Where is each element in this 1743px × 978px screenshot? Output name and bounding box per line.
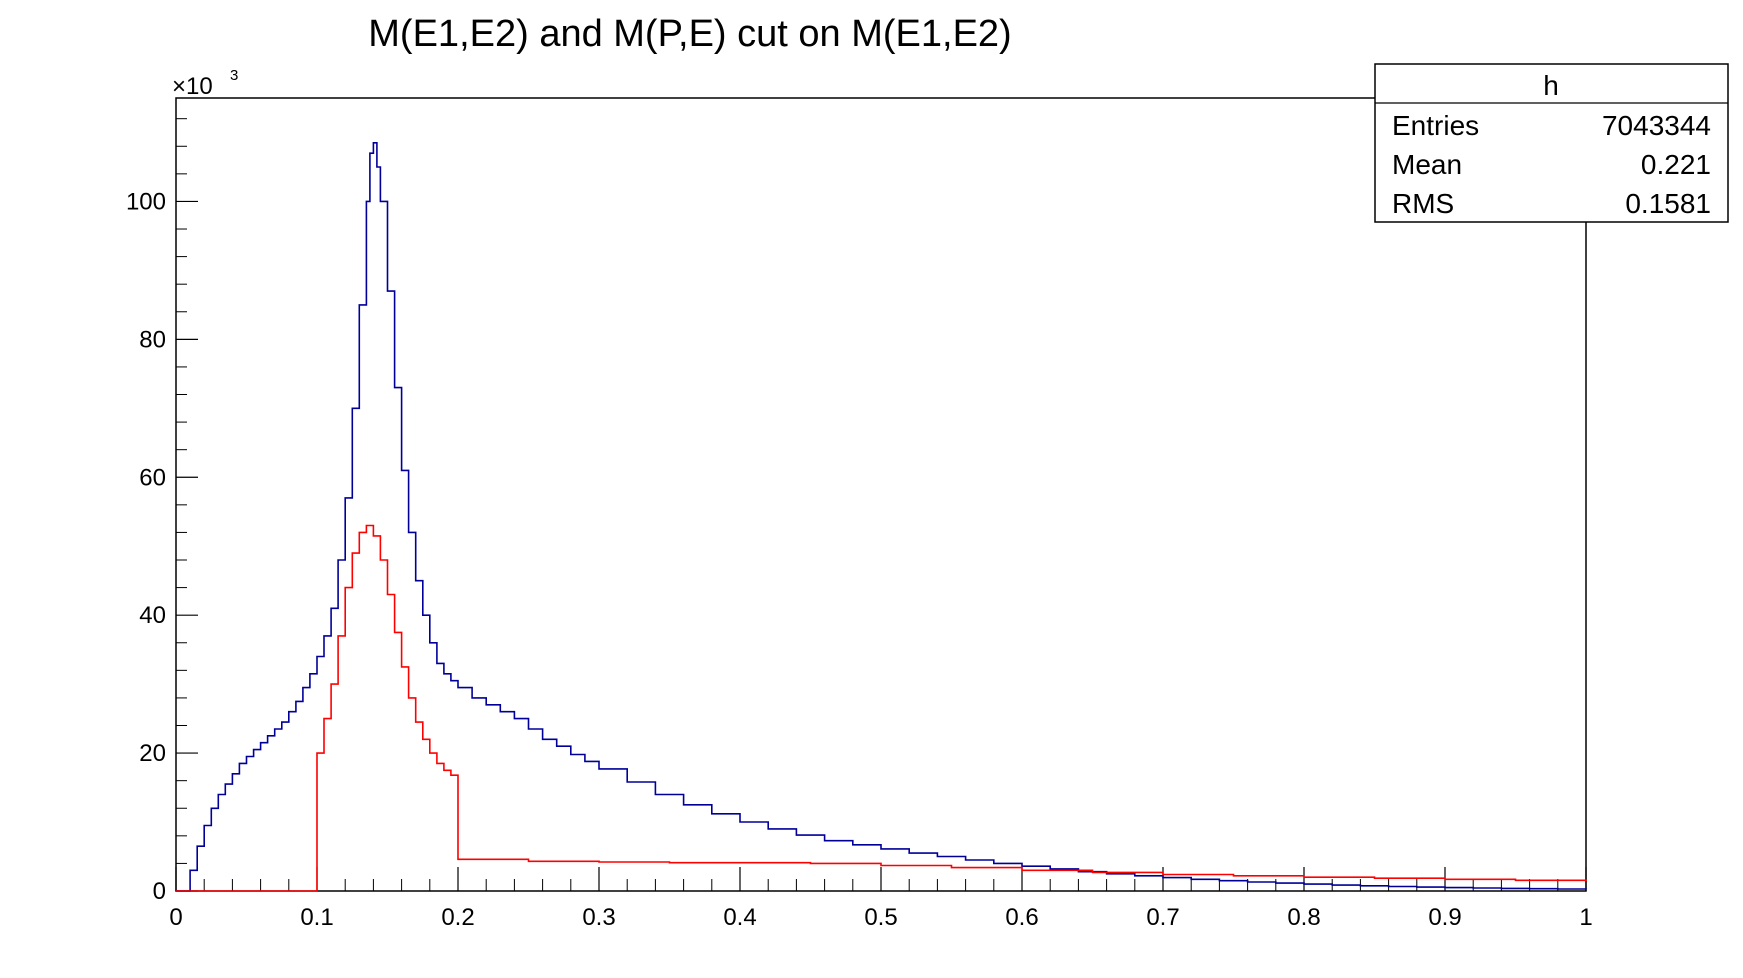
series-line-red: [176, 524, 1587, 892]
stats-entries-value: 7043344: [1602, 110, 1711, 141]
stats-box-frame: [1374, 63, 1729, 223]
x-tick-label: 1: [1579, 904, 1592, 931]
stats-mean-label: Mean: [1392, 149, 1462, 180]
series-line-blue: [176, 142, 1587, 892]
x-tick-label: 0.6: [1005, 904, 1038, 931]
x-tick-label: 0.5: [864, 904, 897, 931]
x-tick-label: 0.3: [582, 904, 615, 931]
y-tick-label: 100: [126, 188, 166, 215]
y-multiplier: ×10 3: [172, 67, 238, 100]
stats-rms-value: 0.1581: [1625, 188, 1711, 219]
x-tick-label: 0.8: [1287, 904, 1320, 931]
x-tick-label: 0.2: [441, 904, 474, 931]
x-tick-label: 0.1: [300, 904, 333, 931]
y-tick-label: 0: [153, 878, 166, 905]
x-tick-label: 0.9: [1428, 904, 1461, 931]
y-tick-label: 20: [139, 740, 166, 767]
y-multiplier-exponent: 3: [230, 67, 238, 84]
y-tick-label: 80: [139, 326, 166, 353]
x-tick-label: 0.7: [1146, 904, 1179, 931]
stats-rms-label: RMS: [1392, 188, 1454, 219]
stats-box-name: h: [1543, 70, 1559, 101]
x-tick-label: 0: [169, 904, 182, 931]
stats-box: h Entries 7043344 Mean 0.221 RMS 0.1581: [1374, 63, 1729, 223]
stats-entries-label: Entries: [1392, 110, 1479, 141]
y-tick-label: 40: [139, 602, 166, 629]
series-layer: [176, 142, 1587, 892]
stats-mean-value: 0.221: [1641, 149, 1711, 180]
y-axis: 0 20 40 60 80 100: [126, 118, 198, 905]
chart-title: M(E1,E2) and M(P,E) cut on M(E1,E2): [368, 13, 1011, 55]
y-tick-label: 60: [139, 464, 166, 491]
x-tick-label: 0.4: [723, 904, 756, 931]
y-multiplier-base: ×10: [172, 73, 213, 100]
x-axis: 0 0.1 0.2 0.3 0.4 0.5 0.6 0.7 0.8 0.9 1: [169, 867, 1593, 931]
